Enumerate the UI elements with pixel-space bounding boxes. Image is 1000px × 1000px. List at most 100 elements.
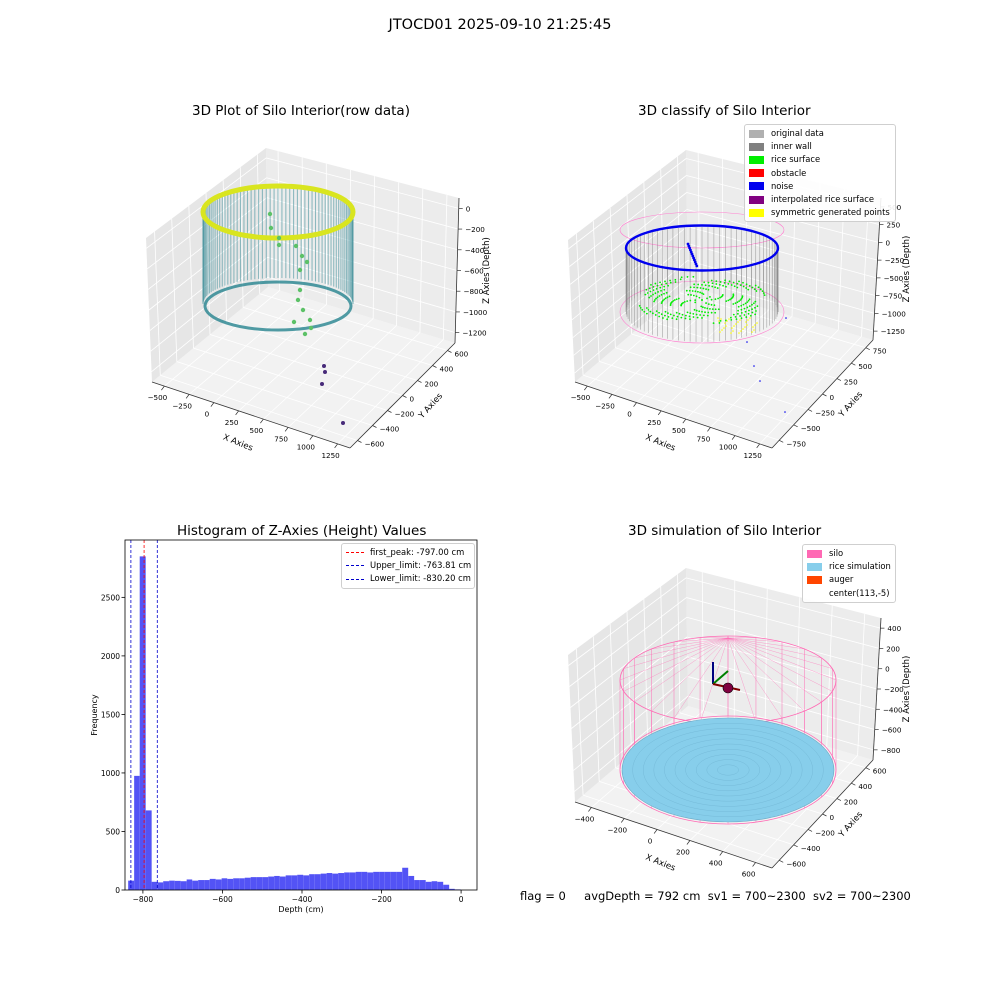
silo-roof-wire xyxy=(623,637,729,692)
y-tick-label: 0 xyxy=(115,886,120,895)
rice-surface-point xyxy=(660,313,663,316)
grid-line xyxy=(592,220,600,362)
rice-surface-point xyxy=(684,314,687,317)
rice-surface-point xyxy=(745,287,748,289)
rice-surface-point xyxy=(728,280,731,283)
axis-pane xyxy=(575,286,873,448)
rice-surface-point xyxy=(715,280,718,283)
rice-surface-point xyxy=(688,315,691,318)
rice-mesh-ring xyxy=(632,723,824,817)
histogram-bar xyxy=(419,880,426,890)
grid-line xyxy=(687,243,876,297)
legend-line xyxy=(346,565,364,567)
panel4-legend: silo rice simulation auger center(113,-5) xyxy=(802,544,896,603)
histogram-bar xyxy=(390,871,397,890)
rice-surface-point xyxy=(701,306,704,309)
legend-label: interpolated rice surface xyxy=(771,194,874,205)
rice-surface-point xyxy=(689,318,691,321)
panel2-legend: original data inner wall rice surface obsta… xyxy=(744,124,896,223)
symmetric-point xyxy=(752,326,754,328)
rice-surface-point xyxy=(713,304,716,307)
rice-surface-point xyxy=(675,318,678,321)
grid-line xyxy=(573,676,688,771)
legend-swatch xyxy=(807,562,822,571)
rice-surface-point xyxy=(681,313,684,316)
y-tick-label: 0 xyxy=(830,813,835,822)
histogram-plot: −800 −600 −400 −200 0 0 500 1000 1500 2000 2500 Dep… xyxy=(90,539,478,914)
silo-roof-wire xyxy=(651,637,729,712)
symmetric-point xyxy=(744,326,746,328)
legend-item: center(113,-5) xyxy=(807,587,891,600)
rice-surface-point xyxy=(660,302,663,305)
x-tick-mark xyxy=(161,385,165,391)
legend-label: first_peak: -797.00 cm xyxy=(370,547,465,557)
rice-surface-point xyxy=(755,290,758,292)
x-tick-label: 0 xyxy=(205,410,210,419)
legend-swatch xyxy=(749,142,764,151)
rice-surface-point xyxy=(668,295,671,298)
grid-line xyxy=(615,347,809,410)
histogram-bar xyxy=(134,775,140,890)
rice-surface-point xyxy=(754,300,757,303)
grid-line xyxy=(568,577,687,666)
outlier-point xyxy=(320,382,324,386)
rice-surface-point xyxy=(689,299,692,302)
x-tick-mark xyxy=(682,418,687,424)
y-tick-mark xyxy=(807,829,813,832)
data-point xyxy=(267,211,273,217)
panel3-title: Histogram of Z-Axies (Height) Values xyxy=(177,523,427,539)
rice-surface-point xyxy=(660,293,663,296)
rice-surface-point xyxy=(710,298,713,301)
rice-surface-point xyxy=(693,308,696,311)
legend-label: center(113,-5) xyxy=(829,587,890,598)
rice-surface-point xyxy=(667,312,669,315)
silo-roof-wire xyxy=(727,637,822,703)
rice-surface-point xyxy=(689,286,692,289)
rice-surface-point xyxy=(703,281,706,284)
rice-surface-point xyxy=(658,315,661,318)
status-flag: flag = 0 xyxy=(520,889,566,903)
y-tick-label: 750 xyxy=(873,347,887,356)
x-tick-mark xyxy=(653,829,658,834)
rice-surface-point xyxy=(712,322,715,325)
x-tick-label: 0 xyxy=(459,895,464,904)
axis-edge xyxy=(574,381,773,449)
grid-line xyxy=(576,233,584,376)
legend-label: inner wall xyxy=(771,141,812,152)
x-tick-mark xyxy=(731,435,736,440)
y-tick-mark xyxy=(402,395,407,398)
status-avg-depth: avgDepth = 792 cm xyxy=(584,889,701,903)
rice-surface-point xyxy=(751,286,754,289)
symmetric-point xyxy=(740,330,742,332)
center-marker xyxy=(722,682,734,694)
y-tick-mark xyxy=(836,378,842,381)
rice-surface-point xyxy=(706,314,709,317)
z-tick-label: −1250 xyxy=(881,327,906,336)
rice-surface-point xyxy=(742,303,745,306)
rice-surface-point xyxy=(727,283,730,285)
rice-surface-point xyxy=(739,315,742,317)
rice-surface-point xyxy=(662,317,664,319)
legend-label: rice simulation xyxy=(829,561,891,572)
rice-surface-point xyxy=(698,296,701,299)
data-point xyxy=(276,235,282,241)
symmetric-point xyxy=(726,320,728,322)
silo-roof-wire xyxy=(727,637,756,639)
legend-item: noise xyxy=(749,180,891,193)
legend-item: rice surface xyxy=(749,153,891,166)
y-tick-label: 600 xyxy=(455,350,469,359)
rice-surface-point xyxy=(725,285,727,288)
rice-surface-point xyxy=(749,314,752,317)
y-tick-mark xyxy=(836,798,842,801)
rice-surface-point xyxy=(753,288,756,291)
rice-surface-point xyxy=(675,311,678,314)
histogram-bar xyxy=(402,867,409,890)
legend-swatch xyxy=(807,576,822,584)
rice-surface-point xyxy=(675,298,678,301)
histogram-bar xyxy=(139,556,146,890)
data-point xyxy=(293,243,299,249)
rice-surface-point xyxy=(737,305,740,308)
x-axis-label: Depth (cm) xyxy=(278,905,323,914)
y-tick-mark xyxy=(432,365,437,368)
grid-line xyxy=(609,207,616,348)
